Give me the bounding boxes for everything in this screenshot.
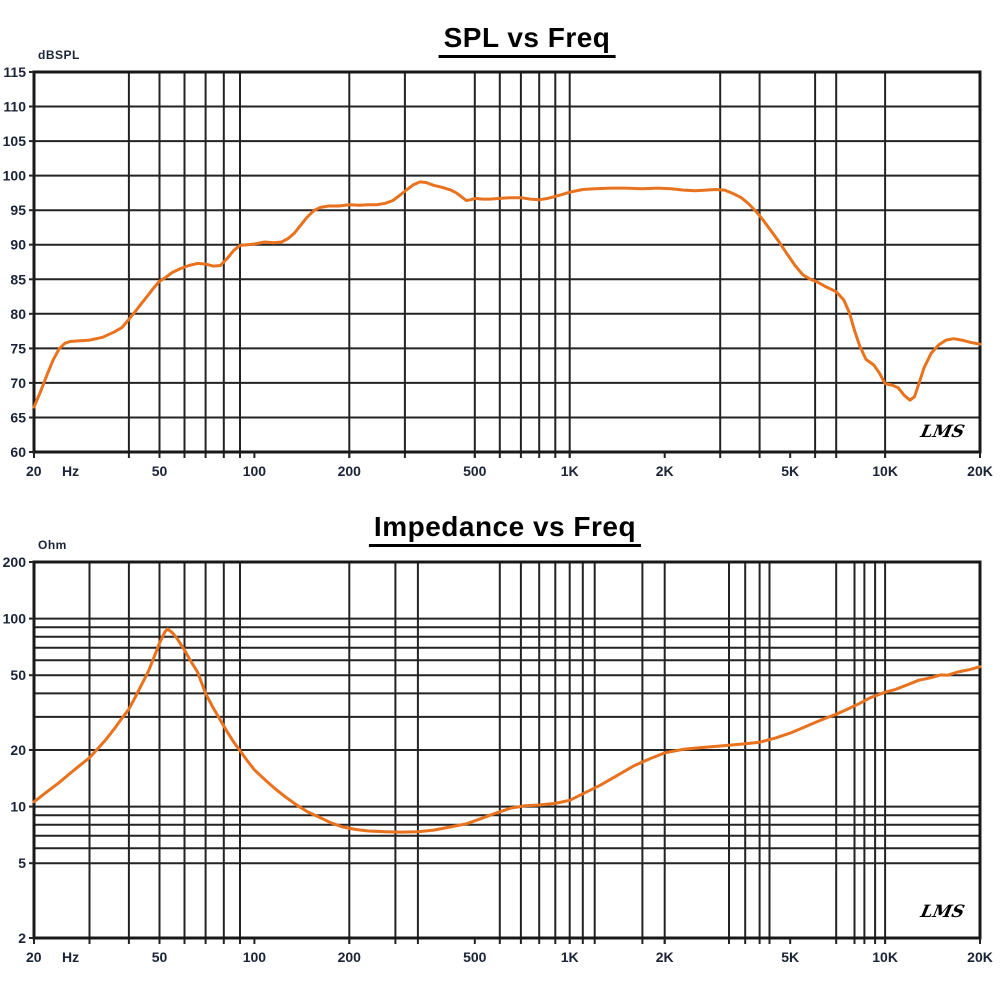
spl-x-tick-label: 500 [463,463,487,479]
spl-y-tick-label: 95 [10,202,26,218]
spl-x-tick-label: 20K [967,463,993,479]
spl-y-tick-label: 100 [3,168,27,184]
impedance-x-tick-label: 50 [152,949,168,965]
spl-x-tick-label: 10K [872,463,898,479]
spl-y-tick-label: 85 [10,271,26,287]
lms-watermark-impedance: LMS [918,902,967,922]
lms-watermark-spl: LMS [918,422,967,442]
spl-y-tick-label: 80 [10,306,26,322]
impedance-x-tick-label: 2K [656,949,674,965]
spl-x-tick-label: 2K [656,463,674,479]
spl-x-unit-label: Hz [62,463,79,479]
impedance-y-tick-label: 50 [10,667,26,683]
spl-curve [32,180,982,409]
impedance-x-tick-label: 20K [967,949,993,965]
impedance-curve [32,627,982,834]
spl-chart-title: SPL vs Freq [438,22,616,58]
spl-y-tick-label: 90 [10,237,26,253]
spl-y-unit-label: dBSPL [38,48,80,62]
impedance-y-tick-label: 2 [18,930,26,946]
spl-x-tick-label: 50 [152,463,168,479]
impedance-x-unit-label: Hz [62,949,79,965]
spl-x-tick-label: 100 [243,463,267,479]
spl-x-tick-label: 200 [338,463,362,479]
spl-y-tick-label: 75 [10,340,26,356]
spl-y-tick-label: 105 [3,133,27,149]
impedance-y-tick-label: 5 [18,855,26,871]
impedance-x-tick-label: 1K [561,949,579,965]
impedance-x-tick-label: 100 [243,949,267,965]
spl-x-tick-label: 20 [26,463,42,479]
spl-x-tick-label: 5K [781,463,799,479]
impedance-chart-title: Impedance vs Freq [368,511,642,547]
spl-y-tick-label: 70 [10,375,26,391]
spl-y-tick-label: 115 [3,64,26,80]
impedance-x-tick-label: 5K [781,949,799,965]
spl-y-tick-label: 110 [3,99,26,115]
impedance-y-tick-label: 20 [10,742,26,758]
impedance-x-tick-label: 20 [26,949,42,965]
impedance-x-tick-label: 200 [338,949,362,965]
impedance-y-tick-label: 10 [10,799,26,815]
impedance-y-tick-label: 100 [3,611,27,627]
spl-x-tick-label: 1K [561,463,579,479]
impedance-y-tick-label: 200 [3,554,27,570]
spl-y-tick-label: 60 [10,444,26,460]
spl-y-tick-label: 65 [10,410,26,426]
impedance-x-tick-label: 500 [463,949,487,965]
impedance-y-unit-label: Ohm [38,538,67,552]
spl-plot-frame [32,70,982,454]
impedance-x-tick-label: 10K [872,949,898,965]
